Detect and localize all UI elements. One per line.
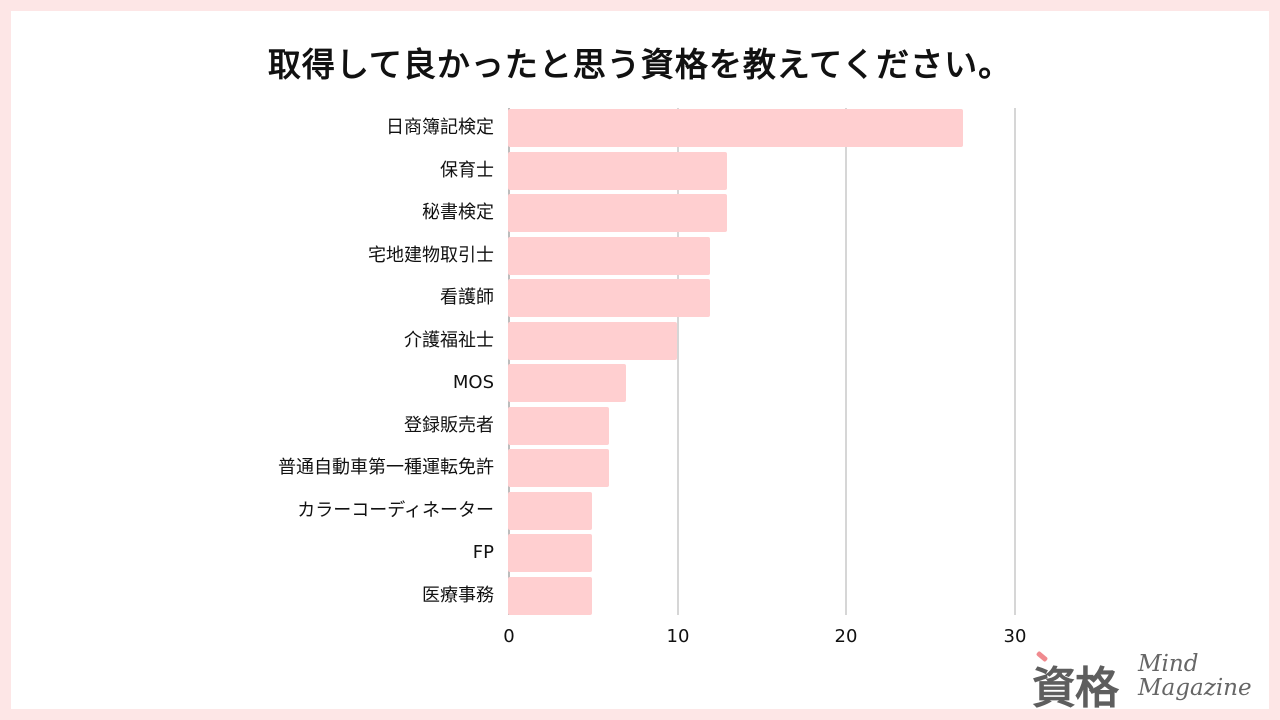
bar — [508, 449, 610, 487]
logo-line-2: Magazine — [1138, 675, 1252, 701]
category-label: 秘書検定 — [422, 202, 494, 223]
x-tick-label: 10 — [666, 626, 690, 647]
bar — [508, 151, 728, 190]
gridline-10 — [677, 108, 679, 615]
bar — [508, 491, 593, 530]
bar — [508, 279, 711, 317]
brand-logo: 資格 Mind Magazine — [1032, 650, 1262, 714]
category-label: 日商簿記検定 — [386, 117, 494, 138]
axis-line-0 — [508, 108, 510, 615]
bar — [508, 406, 610, 445]
bar — [508, 364, 627, 402]
category-label: 介護福祉士 — [404, 329, 494, 351]
logo-kanji: 資格 — [1032, 663, 1119, 714]
bar — [508, 194, 728, 232]
bar — [508, 576, 593, 615]
category-label: 宅地建物取引士 — [368, 244, 494, 266]
gridline-20 — [845, 108, 847, 615]
category-label: 登録販売者 — [404, 414, 494, 436]
bar — [508, 236, 711, 275]
bar — [508, 109, 964, 147]
bar — [508, 321, 677, 360]
category-label: 看護師 — [440, 287, 494, 308]
category-label: 普通自動車第一種運転免許 — [278, 457, 494, 478]
x-tick-label: 0 — [503, 626, 515, 647]
logo-line-1: Mind — [1138, 651, 1199, 677]
x-tick-label: 30 — [1003, 626, 1027, 647]
category-label: MOS — [452, 372, 494, 393]
category-label: FP — [472, 542, 494, 563]
x-tick-label: 20 — [834, 626, 858, 647]
category-label: カラーコーディネーター — [297, 499, 494, 521]
category-label: 医療事務 — [422, 584, 494, 606]
category-label: 保育士 — [440, 159, 494, 181]
logo-wordmark: Mind Magazine — [1138, 652, 1252, 700]
bar — [508, 534, 593, 572]
gridline-30 — [1014, 108, 1016, 615]
chart-title: 取得して良かったと思う資格を教えてください。 — [267, 45, 1013, 84]
